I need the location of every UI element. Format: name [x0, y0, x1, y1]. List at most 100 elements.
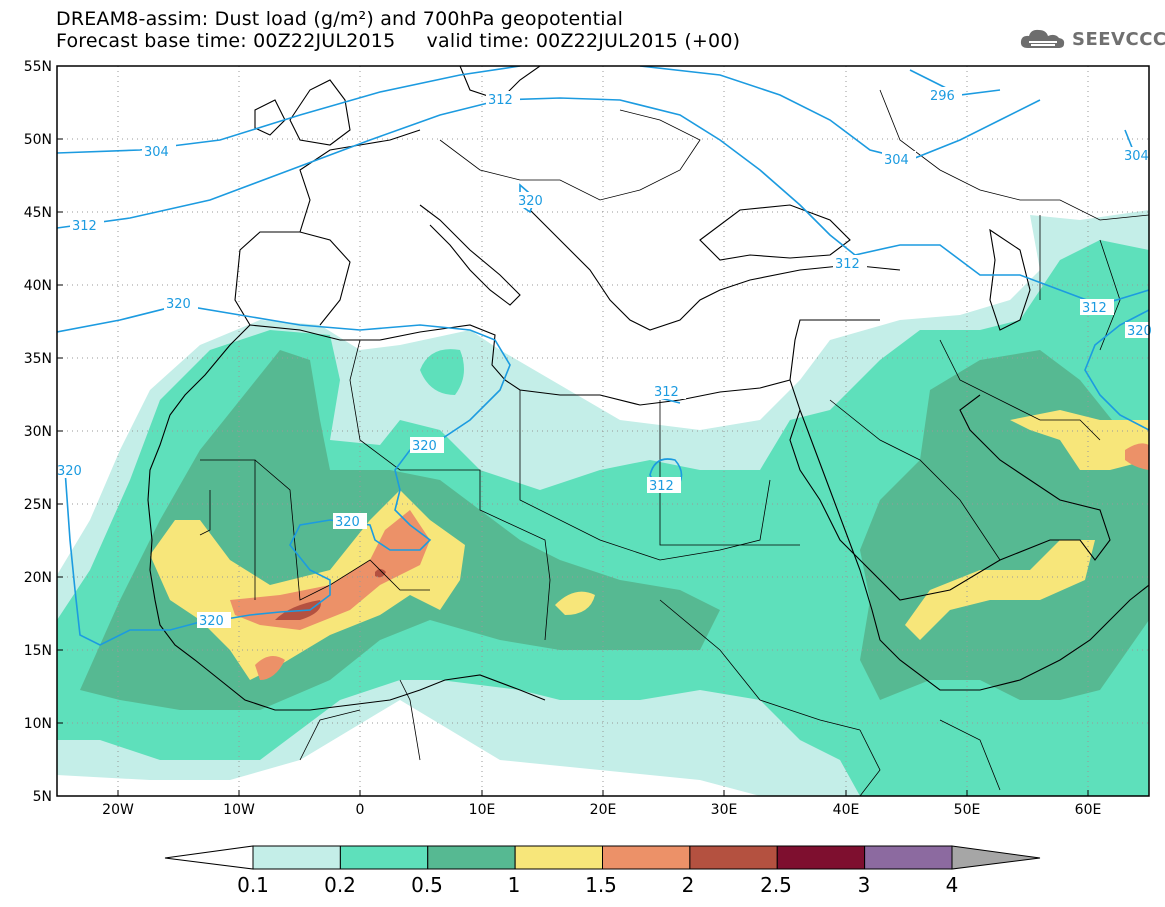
lat-label: 10N: [24, 716, 52, 732]
lat-label: 20N: [24, 570, 52, 586]
coastline-north-africa: [249, 324, 791, 406]
coastline-britain: [289, 79, 351, 146]
contour-label: 312: [1082, 301, 1107, 316]
colorbar-label: 1.5: [585, 873, 617, 897]
colorbar-label: 0.2: [324, 873, 356, 897]
contour-label: 320: [199, 614, 224, 629]
coastline-balkans: [529, 209, 901, 331]
contour-label: 312: [488, 93, 513, 108]
contour-304-east: [639, 66, 1041, 161]
lon-label: 30E: [711, 802, 738, 818]
lat-label: 40N: [24, 278, 52, 294]
contour-label: 320: [335, 515, 360, 530]
colorbar: 0.1 0.2 0.5 1 1.5 2 2.5 3 4: [164, 845, 1041, 897]
lon-label: 10W: [223, 802, 255, 818]
dust-level-1.5-c: [1125, 443, 1149, 470]
map-title: DREAM8-assim: Dust load (g/m²) and 700hP…: [56, 8, 740, 52]
border-4: [519, 390, 771, 561]
title-line-2: Forecast base time: 00Z22JUL2015 valid t…: [56, 30, 741, 52]
logo-text: SEEVCCC: [1072, 28, 1165, 50]
cloud-icon: [1020, 29, 1065, 48]
contour-320-north: [57, 304, 511, 646]
lon-label: 20E: [590, 802, 617, 818]
lat-label: 50N: [24, 132, 52, 148]
map-grid: [57, 66, 1149, 796]
border-6: [659, 599, 861, 731]
lon-label: 0: [356, 802, 365, 818]
contour-label: 320: [166, 297, 191, 312]
lon-label: 50E: [954, 802, 981, 818]
coastline-red-sea: [789, 379, 1149, 691]
contour-304-west: [57, 66, 521, 154]
contour-label: 312: [72, 219, 97, 234]
lat-label: 45N: [24, 205, 52, 221]
colorbar-label: 0.5: [411, 873, 443, 897]
colorbar-label: 1: [508, 873, 521, 897]
border-8: [939, 339, 1101, 441]
lon-label: 60E: [1075, 802, 1102, 818]
lat-label: 15N: [24, 643, 52, 659]
dust-level-2: [275, 600, 321, 620]
contour-label: 304: [144, 145, 169, 160]
lat-label: 25N: [24, 497, 52, 513]
coastline-france: [299, 129, 421, 233]
lat-label: 55N: [24, 59, 52, 75]
dust-level-2-b: [375, 569, 386, 578]
axis-ticks: [57, 65, 1089, 796]
coastline-black-sea: [699, 204, 851, 261]
border-11: [1039, 215, 1121, 351]
colorbar-cell: [602, 845, 691, 870]
contour-label: 320: [1127, 324, 1152, 339]
dust-level-0.2-patch: [420, 349, 464, 395]
coastline-arabia: [789, 394, 1111, 601]
dust-field: [57, 210, 1149, 796]
border-10: [879, 89, 1149, 221]
coastline-caspian: [989, 228, 1031, 331]
colorbar-cell: [864, 845, 953, 870]
contour-label: 312: [835, 257, 860, 272]
longitude-labels: 20W 10W 0 10E 20E 30E 40E 50E 60E: [102, 802, 1101, 818]
dust-level-1-gulf: [1010, 410, 1149, 470]
contour-label: 320: [518, 194, 543, 209]
border-3: [349, 339, 551, 641]
contour-312-west: [57, 97, 1149, 306]
colorbar-label: 2: [682, 873, 695, 897]
dust-level-1-patch: [555, 591, 595, 615]
coastline-italy: [419, 204, 521, 306]
contour-label: 312: [654, 385, 679, 400]
colorbar-label: 0.1: [237, 873, 269, 897]
dust-level-1-east: [905, 540, 1095, 640]
colorbar-min-arrow: [164, 845, 254, 870]
contour-label: 320: [57, 464, 82, 479]
lon-label: 40E: [833, 802, 860, 818]
colorbar-max-arrow: [951, 845, 1041, 870]
contour-label: 296: [930, 89, 955, 104]
coastline-ireland: [254, 99, 286, 136]
contour-label: 304: [1124, 149, 1149, 164]
lon-label: 10E: [469, 802, 496, 818]
contour-312-east: [1084, 309, 1149, 431]
lat-label: 30N: [24, 424, 52, 440]
lon-label: 20W: [102, 802, 134, 818]
coastline-west-africa: [147, 324, 546, 711]
contour-label: 304: [884, 153, 909, 168]
contour-labels: 296 304 304 304 312 312 312 312 312 312 …: [57, 87, 1152, 629]
border-12: [299, 679, 421, 761]
colorbar-cell: [339, 845, 429, 870]
lat-label: 5N: [33, 789, 52, 805]
border-5: [659, 400, 800, 546]
colorbar-cells: [252, 845, 953, 870]
border-7: [829, 399, 1001, 561]
contour-label: 312: [649, 479, 674, 494]
colorbar-cell: [427, 845, 516, 870]
contour-label: 320: [412, 439, 437, 454]
latitude-labels: 55N 50N 45N 40N 35N 30N 25N 20N 15N 10N …: [24, 59, 52, 805]
colorbar-cell: [689, 845, 778, 870]
dust-level-1.5-b: [255, 656, 285, 680]
coastlines: [147, 66, 1149, 711]
title-line-1: DREAM8-assim: Dust load (g/m²) and 700hP…: [56, 8, 624, 30]
coastline-levant: [789, 319, 880, 381]
colorbar-labels: 0.1 0.2 0.5 1 1.5 2 2.5 3 4: [237, 873, 958, 897]
colorbar-label: 2.5: [760, 873, 792, 897]
